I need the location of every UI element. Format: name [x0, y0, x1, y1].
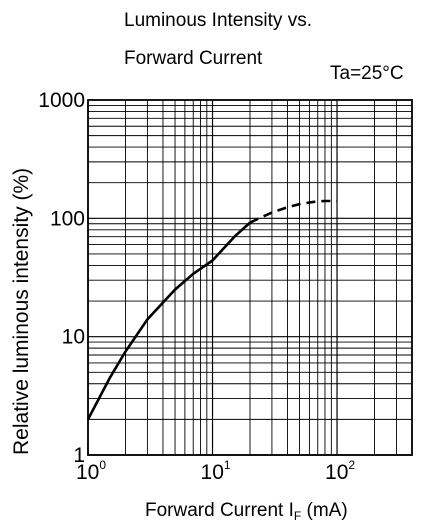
x-tick-label: 100 [76, 458, 106, 484]
grid-lines [87, 100, 413, 456]
plot-border [87, 99, 413, 456]
y-tick-label: 100 [50, 207, 85, 230]
x-axis-label-unit: (mA) [301, 500, 348, 521]
y-tick-label: 1 [73, 444, 85, 467]
temperature-condition: Ta=25°C [330, 63, 404, 84]
chart-title-line1: Luminous Intensity vs. [124, 10, 312, 31]
x-axis-label-main: Forward Current I [145, 500, 294, 521]
y-tick-label: 1000 [38, 89, 85, 112]
series-lines [86, 199, 337, 421]
x-tick-label: 102 [325, 458, 355, 484]
x-tick-label: 101 [201, 458, 231, 484]
x-tick-labels: 100 101 102 [76, 458, 355, 484]
x-axis-label-subscript: F [293, 509, 302, 523]
chart-title-line2: Forward Current [124, 48, 263, 69]
x-axis-label: Forward Current IF (mA) [145, 500, 348, 523]
series-line-dashed [249, 199, 337, 224]
plot-frame [87, 99, 413, 456]
y-tick-labels: 1 10 100 1000 [38, 89, 85, 467]
y-tick-label: 10 [62, 326, 85, 349]
series-line-solid [86, 221, 251, 421]
